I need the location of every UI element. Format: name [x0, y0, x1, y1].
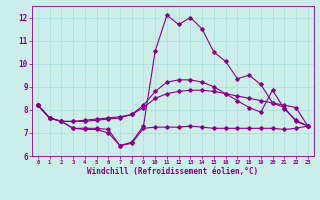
- X-axis label: Windchill (Refroidissement éolien,°C): Windchill (Refroidissement éolien,°C): [87, 167, 258, 176]
